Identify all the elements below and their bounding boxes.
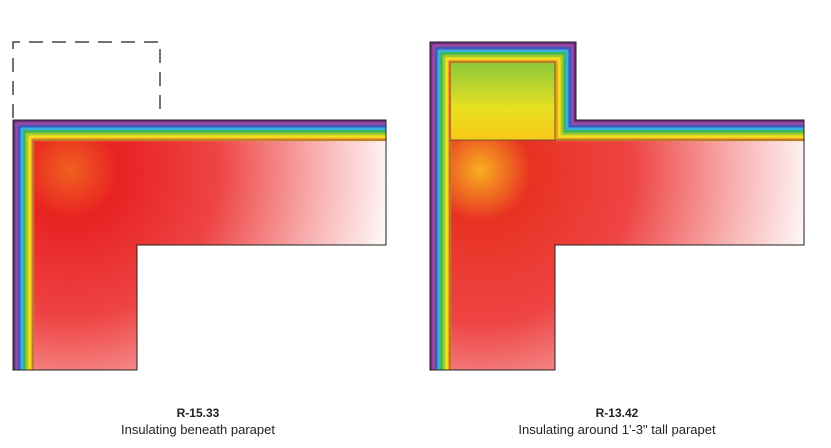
insulation-band-stripe [434,46,804,370]
insulation-band-stripe [447,59,804,370]
insulation-band-stripe [445,57,804,370]
dashed-parapet-outline [12,41,161,118]
insulation-band [429,41,804,370]
insulation-band-stripe [437,49,804,370]
insulation-line [32,139,386,370]
parapet-block [450,62,555,140]
parapet-outline [449,61,804,370]
caption-left: R-15.33 Insulating beneath parapet [48,405,348,439]
insulation-band-stripe [30,137,386,370]
insulation-band-stripe [15,122,386,370]
insulation-band-stripe [440,52,804,370]
description: Insulating around 1'-3" tall parapet [518,422,716,437]
section-outline [429,41,805,371]
insulation-band-stripe [17,124,386,370]
r-value: R-15.33 [176,406,220,420]
insulation-band-stripe [12,119,386,370]
figure-right [429,41,805,371]
caption-right: R-13.42 Insulating around 1'-3" tall par… [467,405,767,439]
description: Insulating beneath parapet [121,422,275,437]
insulation-band [12,119,386,370]
figure-left [12,41,387,371]
r-value: R-13.42 [595,406,639,420]
insulation-band-stripe [20,127,386,370]
section-outline [12,119,387,371]
insulation-band-stripe [25,132,386,370]
insulation-band-stripe [442,54,804,370]
insulation-band-stripe [23,130,386,370]
insulation-band-stripe [429,41,804,370]
insulation-band-stripe [28,135,386,370]
insulation-band-stripe [432,44,804,370]
